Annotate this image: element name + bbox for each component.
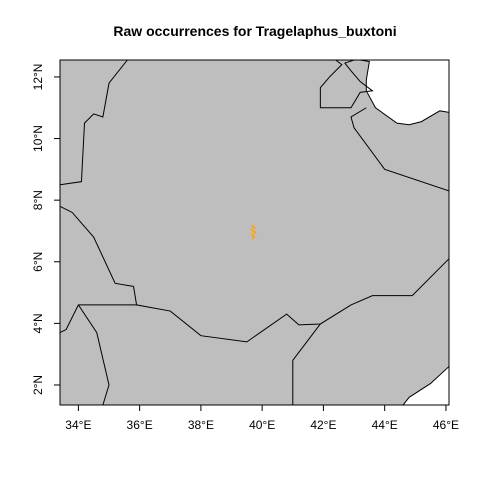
x-tick-label: 44°E <box>372 418 398 432</box>
sea-area <box>360 60 449 126</box>
x-axis: 34°E 36°E 38°E 40°E 42°E 44°E 46°E <box>65 405 459 432</box>
y-tick-label: 12°N <box>31 64 45 91</box>
occurrence-point <box>250 228 253 231</box>
country-border <box>350 107 449 192</box>
x-tick-label: 46°E <box>433 418 459 432</box>
sea-layer <box>360 60 449 405</box>
country-border <box>60 60 128 186</box>
plot-area <box>60 60 449 405</box>
occurrence-point <box>251 233 254 236</box>
x-tick-label: 40°E <box>249 418 275 432</box>
country-border <box>60 304 137 334</box>
country-border <box>60 205 449 343</box>
y-tick-label: 4°N <box>31 313 45 333</box>
occurrence-point <box>252 230 255 233</box>
y-tick-label: 10°N <box>31 125 45 152</box>
occurrence-points <box>250 225 257 239</box>
y-tick-label: 8°N <box>31 190 45 210</box>
plot-frame <box>59 59 450 406</box>
y-tick-label: 2°N <box>31 375 45 395</box>
country-border <box>319 60 374 109</box>
x-tick-label: 38°E <box>188 418 214 432</box>
occurrence-point <box>251 236 255 239</box>
x-tick-label: 36°E <box>127 418 153 432</box>
occurrence-point <box>253 226 256 230</box>
x-tick-label: 34°E <box>65 418 91 432</box>
country-borders <box>60 60 449 405</box>
map-title: Raw occurrences for Tragelaphus_buxtoni <box>113 23 396 39</box>
occurrence-point <box>254 231 257 234</box>
y-tick-label: 6°N <box>31 252 45 272</box>
sea-area <box>402 365 449 405</box>
country-border <box>77 304 110 405</box>
y-axis: 2°N 4°N 6°N 8°N 10°N 12°N <box>31 64 60 395</box>
country-border <box>292 323 321 405</box>
x-tick-label: 42°E <box>310 418 336 432</box>
occurrence-point <box>251 225 255 228</box>
